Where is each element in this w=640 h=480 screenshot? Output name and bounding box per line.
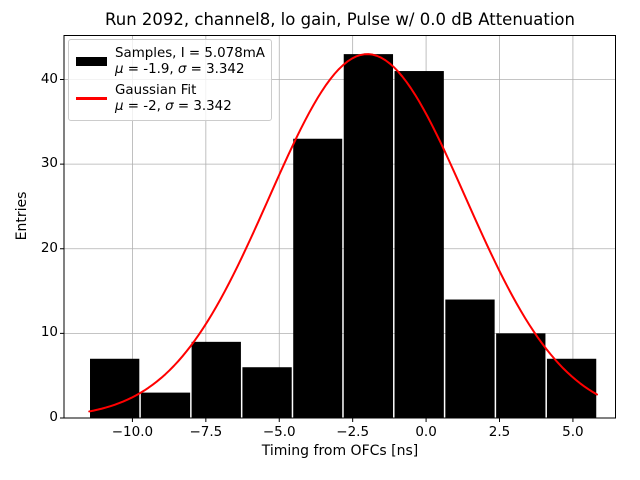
sigma-symbol: σ [165,98,174,114]
y-tick-label: 10 [40,324,58,341]
x-tick-label: 0.0 [415,424,437,440]
y-tick-label: 20 [40,239,58,256]
legend-fit-stats: μ = -2, σ = 3.342 [115,99,232,115]
sigma-symbol: σ [177,61,187,77]
mu-symbol: μ [115,61,124,77]
legend-fit-label: Gaussian Fit [115,83,197,98]
x-tick-label: −7.5 [189,424,223,440]
legend-samples-stats: μ = -1.9, σ = 3.342 [115,62,265,78]
legend: Samples, I = 5.078mA μ = -1.9, σ = 3.342… [68,39,272,121]
x-tick-label: 2.5 [488,424,511,440]
sigma-value: = 3.342 [173,98,232,114]
x-tick-label: 5.0 [562,424,584,440]
legend-entry-gaussian-fit: Gaussian Fit μ = -2, σ = 3.342 [76,83,263,114]
mu-value: = -2, [123,98,166,114]
x-tick-label: −2.5 [336,424,370,440]
histogram-swatch-icon [76,57,107,66]
mu-symbol: μ [115,98,124,114]
sigma-value: = 3.342 [186,61,245,77]
x-tick-label: −10.0 [111,424,154,440]
y-tick-label: 30 [40,155,58,172]
mu-value: = -1.9, [123,61,178,77]
x-tick-label: −5.0 [262,424,296,440]
legend-samples-label: Samples, I = 5.078mA [115,46,265,61]
legend-entry-samples: Samples, I = 5.078mA μ = -1.9, σ = 3.342 [76,46,265,78]
y-tick-label: 40 [40,70,58,87]
y-tick-label: 0 [49,409,58,425]
gaussian-fit-swatch-icon [76,97,107,100]
chart-title: Run 2092, channel8, lo gain, Pulse w/ 0.… [105,10,575,29]
y-axis-label: Entries [14,191,30,241]
x-axis-label: Timing from OFCs [ns] [261,443,419,459]
